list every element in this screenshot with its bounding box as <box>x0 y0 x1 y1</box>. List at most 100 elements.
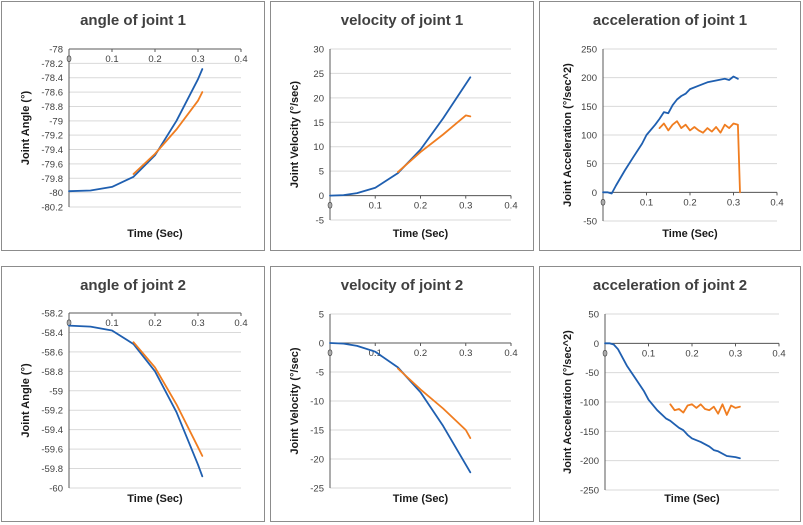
x-tick-label: 0.4 <box>234 318 247 329</box>
x-tick-label: 0 <box>66 318 71 329</box>
x-tick-label: 0.3 <box>459 348 472 359</box>
y-tick-label: -100 <box>580 398 599 409</box>
x-axis-title: Time (Sec) <box>393 228 449 240</box>
y-tick-label: -58.2 <box>41 309 63 320</box>
x-tick-label: 0.2 <box>685 348 698 359</box>
y-tick-label: -79.6 <box>41 159 63 170</box>
y-tick-label: -78.4 <box>41 73 63 84</box>
y-tick-label: -78 <box>49 45 63 56</box>
y-tick-label: -50 <box>583 217 597 228</box>
chart-panel-angle-joint-1 <box>1 1 265 251</box>
chart-panel-angle-joint-2 <box>1 266 265 522</box>
chart-5: velocity of joint 250-5-10-15-20-250 0.1 0… <box>289 277 518 505</box>
series-line-blue <box>329 342 472 474</box>
y-axis-title: Joint Acceleration (°/sec^2) <box>562 330 574 474</box>
chart-6: acceleration of joint 2500-50-100-150-20… <box>562 277 786 505</box>
y-tick-label: 50 <box>586 159 597 170</box>
y-tick-label: -59.8 <box>41 464 63 475</box>
chart-4: angle of joint 2 -58.2 -58.4 -58.6 -58.8 -59 -… <box>20 277 248 505</box>
y-tick-label: 5 <box>319 310 324 321</box>
y-tick-label: -10 <box>310 397 324 408</box>
chart-title: velocity of joint 1 <box>341 12 464 29</box>
y-tick-label: 250 <box>581 45 597 56</box>
x-tick-label: 0.3 <box>459 201 472 212</box>
y-tick-label: -60 <box>49 484 63 495</box>
x-tick-label: 0.4 <box>504 201 517 212</box>
y-tick-label: -5 <box>316 368 324 379</box>
y-tick-label: -5 <box>316 216 324 227</box>
x-axis-title: Time (Sec) <box>662 228 718 240</box>
y-tick-label: 20 <box>313 93 324 104</box>
y-axis-title: Joint Angle (°) <box>20 91 32 166</box>
x-tick-label: 0.4 <box>504 348 517 359</box>
x-tick-label: 0 <box>66 54 71 65</box>
y-tick-label: 25 <box>313 69 324 80</box>
chart-3: acceleration of joint 1-5005010015020025… <box>562 12 784 240</box>
y-tick-label: -78.8 <box>41 102 63 113</box>
x-axis-title: Time (Sec) <box>127 493 183 505</box>
x-tick-label: 0 <box>600 197 605 208</box>
x-tick-label: 0 <box>327 348 332 359</box>
chart-panel-acceleration-joint-2 <box>539 266 801 522</box>
y-tick-label: 5 <box>319 167 324 178</box>
y-tick-label: 100 <box>581 131 597 142</box>
y-tick-label: 15 <box>313 118 324 129</box>
x-tick-label: 0 <box>602 348 607 359</box>
y-tick-label: -79 <box>49 116 63 127</box>
x-tick-label: 0.1 <box>642 348 655 359</box>
x-tick-label: 0.3 <box>191 318 204 329</box>
series-line-blue <box>68 68 204 193</box>
series-line-blue <box>329 76 472 197</box>
y-tick-label: -59.4 <box>41 425 63 436</box>
chart-title: angle of joint 1 <box>80 12 186 29</box>
x-tick-label: 0.2 <box>414 348 427 359</box>
y-tick-label: -15 <box>310 426 324 437</box>
y-axis-title: Joint Velocity (°/sec) <box>289 347 301 454</box>
y-tick-label: 30 <box>313 45 324 56</box>
chart-title: velocity of joint 2 <box>341 277 464 294</box>
series-line-orange <box>669 403 741 416</box>
y-tick-label: -80 <box>49 188 63 199</box>
x-tick-label: 0.2 <box>683 197 696 208</box>
y-tick-label: -20 <box>310 455 324 466</box>
x-tick-label: 0.2 <box>414 201 427 212</box>
y-tick-label: -79.2 <box>41 131 63 142</box>
series-line-orange <box>132 341 204 457</box>
chart-title: angle of joint 2 <box>80 277 186 294</box>
x-axis-title: Time (Sec) <box>127 228 183 240</box>
series-line-orange <box>396 114 472 174</box>
chart-title: acceleration of joint 1 <box>593 12 747 29</box>
x-tick-label: 0.1 <box>105 54 118 65</box>
chart-panel-acceleration-joint-1 <box>539 1 801 251</box>
y-tick-label: 0 <box>594 339 599 350</box>
y-tick-label: -78.6 <box>41 88 63 99</box>
series-line-blue <box>604 342 741 460</box>
y-tick-label: -59 <box>49 386 63 397</box>
x-tick-label: 0.2 <box>148 318 161 329</box>
y-tick-label: -200 <box>580 456 599 467</box>
x-tick-label: 0.4 <box>234 54 247 65</box>
chart-1: angle of joint 1 -78 -78.2 -78.4 -78.6 -78.8 -… <box>20 12 248 240</box>
chart-panel-velocity-joint-2 <box>270 266 534 522</box>
chart-title: acceleration of joint 2 <box>593 277 747 294</box>
x-axis-title: Time (Sec) <box>393 493 449 505</box>
x-tick-label: 0.2 <box>148 54 161 65</box>
y-tick-label: -80.2 <box>41 203 63 214</box>
y-tick-label: 50 <box>588 310 599 321</box>
x-tick-label: 0.3 <box>191 54 204 65</box>
x-tick-label: 0.1 <box>369 348 382 359</box>
y-axis-title: Joint Velocity (°/sec) <box>289 81 301 188</box>
y-tick-label: -58.4 <box>41 328 63 339</box>
y-tick-label: -79.8 <box>41 174 63 185</box>
y-axis-title: Joint Acceleration (°/sec^2) <box>562 63 574 207</box>
y-tick-label: -250 <box>580 486 599 497</box>
x-tick-label: 0.3 <box>729 348 742 359</box>
y-tick-label: -59.2 <box>41 406 63 417</box>
x-tick-label: 0.3 <box>727 197 740 208</box>
y-tick-label: -78.2 <box>41 59 63 70</box>
y-tick-label: 200 <box>581 73 597 84</box>
y-tick-label: -58.6 <box>41 347 63 358</box>
series-line-orange <box>396 367 472 440</box>
